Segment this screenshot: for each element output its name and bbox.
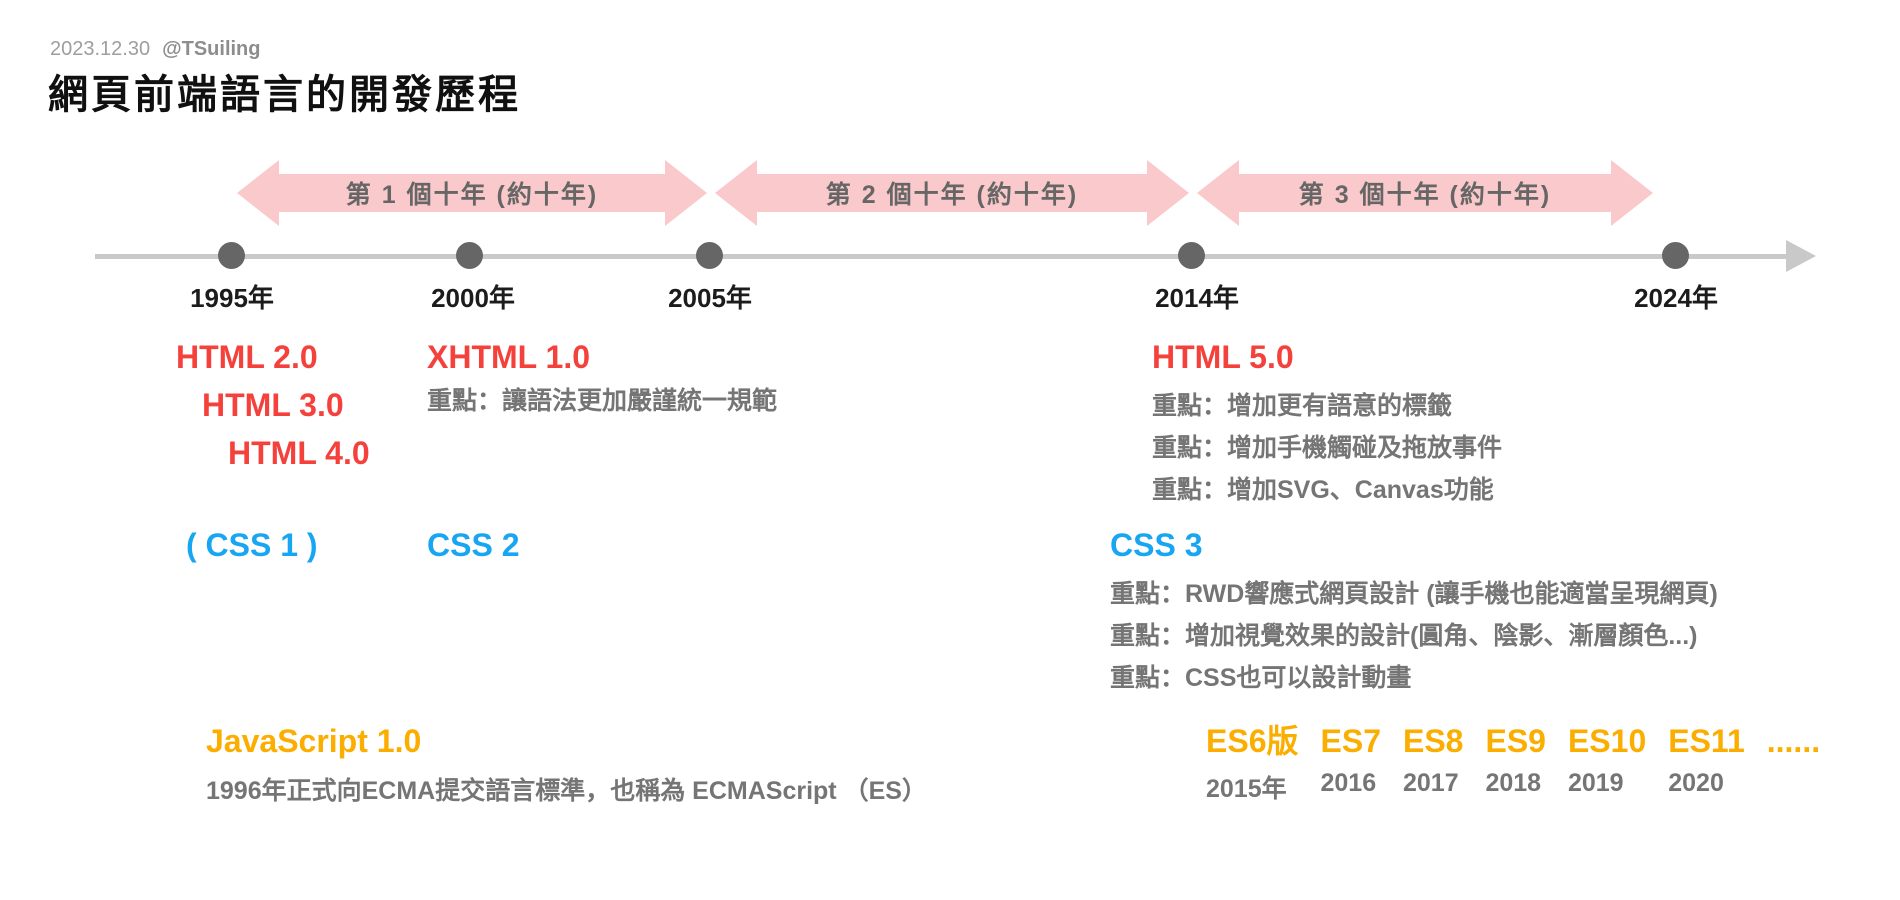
html3-label: HTML 3.0 (202, 387, 344, 423)
arrow-left-icon (237, 160, 279, 226)
xhtml-note: 重點：讓語法更加嚴謹統一規範 (427, 387, 778, 416)
es-version-item: ES6版 2015年 (1206, 723, 1299, 805)
meta-line: 2023.12.30 @TSuiling (50, 38, 261, 61)
decade-arrow-1-bar: 第 1 個十年 (約十年) (279, 174, 665, 212)
html5-note-1: 重點：增加更有語意的標籤 (1152, 392, 1453, 421)
page-title: 網頁前端語言的開發歷程 (48, 73, 521, 117)
arrow-right-icon (1147, 160, 1189, 226)
es-version-item: ES11 2020 (1668, 723, 1745, 805)
css3-block: CSS 3 重點：RWD響應式網頁設計 (讓手機也能適當呈現網頁) 重點：增加視… (1110, 527, 1718, 699)
es8-label: ES8 (1402, 723, 1464, 759)
css3-label: CSS 3 (1110, 527, 1203, 563)
javascript-label: JavaScript 1.0 (206, 723, 422, 759)
decade-arrow-2-label: 第 2 個十年 (約十年) (825, 181, 1079, 209)
decade-arrow-2: 第 2 個十年 (約十年) (715, 160, 1189, 226)
timeline-axis (95, 254, 1791, 259)
arrow-right-icon (665, 160, 707, 226)
css2-label: CSS 2 (427, 527, 520, 563)
css3-note-2: 重點：增加視覺效果的設計(圓角、陰影、漸層顏色...) (1110, 622, 1698, 651)
timeline-dot-2005 (696, 242, 723, 269)
es10-label: ES10 (1567, 723, 1647, 759)
year-label-2014: 2014年 (1155, 283, 1239, 313)
html5-note-2: 重點：增加手機觸碰及拖放事件 (1152, 434, 1503, 463)
es6-label: ES6版 (1206, 723, 1299, 759)
xhtml-block: XHTML 1.0 重點：讓語法更加嚴謹統一規範 (427, 339, 778, 418)
es6-year: 2015年 (1206, 775, 1287, 804)
css3-note-3: 重點：CSS也可以設計動畫 (1110, 664, 1412, 693)
timeline-arrowhead-icon (1786, 240, 1816, 272)
css3-note-1: 重點：RWD響應式網頁設計 (讓手機也能適當呈現網頁) (1110, 580, 1718, 609)
html2-label: HTML 2.0 (176, 339, 318, 375)
arrow-left-icon (1197, 160, 1239, 226)
es-version-item: ES7 2016 (1320, 723, 1381, 805)
es11-year: 2020 (1668, 769, 1724, 798)
es7-label: ES7 (1320, 723, 1381, 759)
es-more-label: ...... (1766, 723, 1821, 759)
year-label-2000: 2000年 (431, 283, 515, 313)
arrow-left-icon (715, 160, 757, 226)
html4-label: HTML 4.0 (228, 435, 370, 471)
es8-year: 2017 (1402, 769, 1459, 798)
meta-date: 2023.12.30 (50, 38, 151, 60)
es9-year: 2018 (1485, 769, 1542, 798)
timeline-dot-1995 (218, 242, 245, 269)
arrow-right-icon (1611, 160, 1653, 226)
timeline-dot-2000 (456, 242, 483, 269)
es-version-item: ES8 2017 (1402, 723, 1464, 805)
decade-arrow-3-bar: 第 3 個十年 (約十年) (1239, 174, 1611, 212)
es11-label: ES11 (1668, 723, 1745, 759)
decade-arrow-3-label: 第 3 個十年 (約十年) (1298, 181, 1552, 209)
decade-arrow-3: 第 3 個十年 (約十年) (1197, 160, 1653, 226)
es-version-item: ES9 2018 (1485, 723, 1546, 805)
decade-arrow-1: 第 1 個十年 (約十年) (237, 160, 707, 226)
html5-note-3: 重點：增加SVG、Canvas功能 (1152, 476, 1494, 505)
year-label-2005: 2005年 (668, 283, 752, 313)
html5-block: HTML 5.0 重點：增加更有語意的標籤 重點：增加手機觸碰及拖放事件 重點：… (1152, 339, 1503, 511)
decade-arrow-2-bar: 第 2 個十年 (約十年) (757, 174, 1147, 212)
es-version-item: ES10 2019 (1567, 723, 1647, 805)
es7-year: 2016 (1320, 769, 1377, 798)
decade-arrow-1-label: 第 1 個十年 (約十年) (345, 181, 599, 209)
javascript-note: 1996年正式向ECMA提交語言標準，也稱為 ECMAScript （ES） (206, 777, 927, 806)
html5-label: HTML 5.0 (1152, 339, 1294, 375)
es10-year: 2019 (1567, 769, 1624, 798)
meta-author: @TSuiling (162, 38, 261, 60)
timeline-dot-2024 (1662, 242, 1689, 269)
xhtml-label: XHTML 1.0 (427, 339, 590, 375)
es9-label: ES9 (1485, 723, 1546, 759)
css1-label: ( CSS 1 ) (186, 527, 318, 563)
timeline-dot-2014 (1178, 242, 1205, 269)
javascript-block: JavaScript 1.0 1996年正式向ECMA提交語言標準，也稱為 EC… (206, 723, 927, 807)
year-label-1995: 1995年 (190, 283, 274, 313)
es-version-item: ...... (1766, 723, 1821, 805)
es-versions-row: ES6版 2015年 ES7 2016 ES8 2017 ES9 2018 ES… (1206, 723, 1821, 805)
year-label-2024: 2024年 (1634, 283, 1718, 313)
